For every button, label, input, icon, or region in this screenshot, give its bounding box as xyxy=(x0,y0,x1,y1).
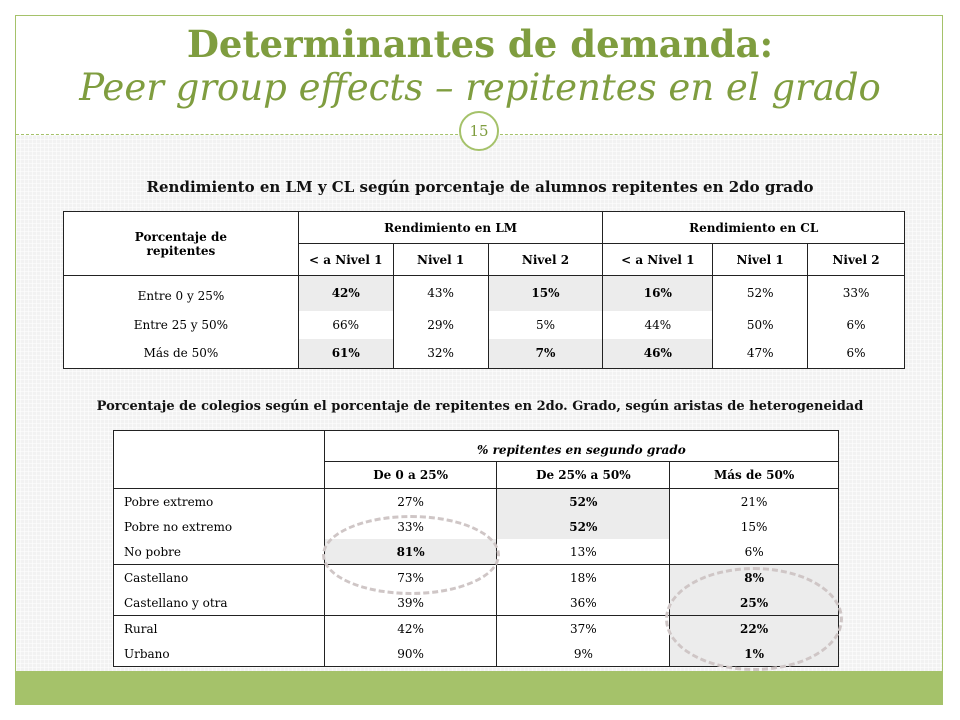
table-cell: 52% xyxy=(496,514,671,539)
table-cell: 39% xyxy=(323,590,498,616)
table2-corner-cell xyxy=(113,430,325,489)
table1-subheader: < a Nivel 1 xyxy=(297,243,394,276)
table-cell: 33% xyxy=(323,514,498,539)
table-cell: 6% xyxy=(669,539,839,565)
table-row: Pobre extremo 27% 52% 21% xyxy=(113,488,839,514)
table-row: No pobre 81% 13% 6% xyxy=(113,539,839,565)
table-cell: 52% xyxy=(496,488,671,514)
row-label: Entre 0 y 25% xyxy=(63,275,299,311)
table-row: Pobre no extremo 33% 52% 15% xyxy=(113,514,839,539)
table2-caption: Porcentaje de colegios según el porcenta… xyxy=(96,399,864,414)
table-cell: 29% xyxy=(392,310,489,339)
row-label: Castellano y otra xyxy=(113,590,325,616)
table1-subheader: Nivel 2 xyxy=(807,243,905,276)
table-cell: 46% xyxy=(602,338,714,369)
table1-subheader: Nivel 2 xyxy=(487,243,604,276)
page-number-badge: 15 xyxy=(459,111,499,151)
table-cell: 37% xyxy=(496,615,671,641)
table-cell: 33% xyxy=(807,275,905,311)
table-cell: 6% xyxy=(807,338,905,369)
table-cell: 13% xyxy=(496,539,671,565)
table2-group-header: % repitentes en segundo grado xyxy=(323,430,840,462)
table1-row-header: Porcentaje de repitentes xyxy=(63,211,299,276)
table-cell: 42% xyxy=(323,615,498,641)
table1-caption: Rendimiento en LM y CL según porcentaje … xyxy=(146,178,814,196)
table-cell: 47% xyxy=(712,338,809,369)
table-cell: 50% xyxy=(712,310,809,339)
table-cell: 15% xyxy=(487,275,604,311)
table-cell: 66% xyxy=(297,310,394,339)
slide-subtitle: Peer group effects – repitentes en el gr… xyxy=(79,66,881,109)
table1-subheader: Nivel 1 xyxy=(392,243,489,276)
table-cell: 7% xyxy=(487,338,604,369)
table-cell: 61% xyxy=(297,338,394,369)
table1-group-lm: Rendimiento en LM xyxy=(297,211,604,244)
table-cell: 1% xyxy=(669,641,839,667)
row-label: Rural xyxy=(113,615,325,641)
table1-subheader: < a Nivel 1 xyxy=(602,243,714,276)
table-cell: 9% xyxy=(496,641,671,667)
table-cell: 21% xyxy=(669,488,839,514)
table-row: Rural 42% 37% 22% xyxy=(113,615,839,641)
table2-subheader: De 25% a 50% xyxy=(496,461,671,489)
table-cell: 6% xyxy=(807,310,905,339)
table1-group-cl: Rendimiento en CL xyxy=(602,211,905,244)
table-cell: 36% xyxy=(496,590,671,616)
table-cell: 42% xyxy=(297,275,394,311)
table-cell: 44% xyxy=(602,310,714,339)
row-label: Entre 25 y 50% xyxy=(63,310,299,339)
table-cell: 81% xyxy=(323,539,498,565)
table-cell: 5% xyxy=(487,310,604,339)
table-cell: 15% xyxy=(669,514,839,539)
table-cell: 18% xyxy=(496,564,671,590)
table-cell: 43% xyxy=(392,275,489,311)
table-row: Entre 0 y 25% 42% 43% 15% 16% 52% 33% xyxy=(63,275,905,311)
table-row: Castellano y otra 39% 36% 25% xyxy=(113,590,839,616)
row-label: Castellano xyxy=(113,564,325,590)
footer-band xyxy=(16,671,942,704)
table-cell: 27% xyxy=(323,488,498,514)
table-cell: 8% xyxy=(669,564,839,590)
row-label: Más de 50% xyxy=(63,338,299,369)
slide-title: Determinantes de demanda: xyxy=(186,22,774,66)
table-row: Castellano 73% 18% 8% xyxy=(113,564,839,590)
row-label: No pobre xyxy=(113,539,325,565)
row-label: Urbano xyxy=(113,641,325,667)
table-cell: 22% xyxy=(669,615,839,641)
performance-table: Porcentaje de repitentes Rendimiento en … xyxy=(63,211,905,369)
table2-subheader: De 0 a 25% xyxy=(323,461,498,489)
row-label: Pobre no extremo xyxy=(113,514,325,539)
table2-subheader: Más de 50% xyxy=(669,461,839,489)
table-row: Entre 25 y 50% 66% 29% 5% 44% 50% 6% xyxy=(63,310,905,339)
table-row: Más de 50% 61% 32% 7% 46% 47% 6% xyxy=(63,338,905,369)
table-row: Urbano 90% 9% 1% xyxy=(113,641,839,667)
table1-subheader: Nivel 1 xyxy=(712,243,809,276)
table-cell: 52% xyxy=(712,275,809,311)
slide-frame xyxy=(15,15,943,705)
table-cell: 32% xyxy=(392,338,489,369)
table-cell: 90% xyxy=(323,641,498,667)
table-cell: 73% xyxy=(323,564,498,590)
row-label: Pobre extremo xyxy=(113,488,325,514)
heterogeneity-table: % repitentes en segundo grado De 0 a 25%… xyxy=(113,430,840,667)
table-cell: 25% xyxy=(669,590,839,616)
table-cell: 16% xyxy=(602,275,714,311)
